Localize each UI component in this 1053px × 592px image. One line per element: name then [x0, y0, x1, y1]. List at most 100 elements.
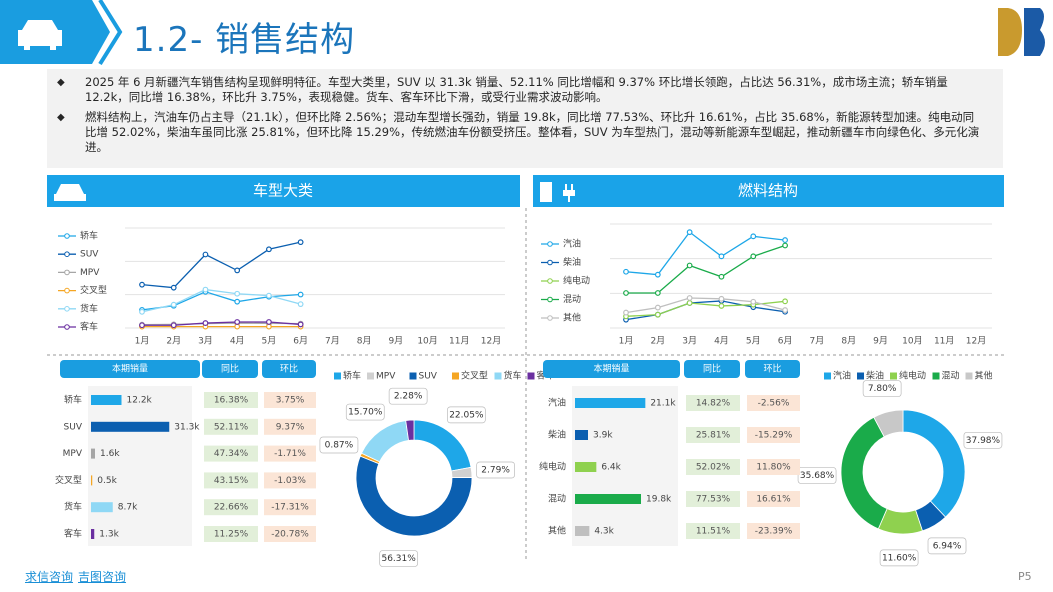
bar — [91, 421, 170, 432]
cell-text: -23.39% — [755, 527, 793, 537]
legend-swatch — [334, 372, 341, 380]
column-header-text: 环比 — [763, 363, 781, 375]
cell-text: 47.34% — [214, 449, 249, 459]
legend-swatch — [547, 241, 553, 247]
legend-label: 轿车 — [80, 230, 98, 242]
x-tick-label: 10月 — [417, 336, 437, 347]
footer-link[interactable]: 吉图咨询 — [78, 570, 127, 584]
donut-slice — [840, 416, 888, 530]
series-line — [626, 244, 786, 294]
label-box — [879, 549, 919, 567]
column-header — [262, 360, 316, 378]
legend-label: 混动 — [563, 294, 581, 305]
point — [297, 321, 304, 328]
label-box — [476, 461, 515, 479]
category-label: 其他 — [548, 525, 566, 537]
value-label: 19.8k — [646, 495, 672, 505]
legend-swatch — [64, 306, 70, 312]
value-label: 12.2k — [127, 396, 153, 406]
cell-text: 16.38% — [214, 396, 249, 406]
point — [654, 304, 661, 311]
slice-label: 56.31% — [381, 554, 416, 564]
point — [782, 307, 788, 313]
slice-label: 22.05% — [449, 410, 484, 420]
legend-label: 货车 — [504, 370, 522, 382]
column-header — [684, 360, 740, 378]
cell-text: 11.51% — [696, 527, 731, 537]
category-label: 纯电动 — [539, 461, 566, 473]
cell — [204, 392, 258, 408]
cell — [686, 459, 740, 475]
x-tick-label: 10月 — [902, 336, 922, 347]
legend-swatch — [64, 233, 70, 239]
slice-label: 2.28% — [394, 392, 423, 402]
category-label: 客车 — [64, 528, 82, 540]
panel-header — [47, 175, 520, 207]
series-line — [141, 288, 301, 313]
point — [654, 311, 661, 318]
car-icon — [18, 20, 62, 50]
value-label: 31.3k — [174, 422, 200, 432]
slice-label: 2.79% — [481, 466, 510, 476]
donut-slice — [361, 420, 410, 463]
legend-label: 轿车 — [343, 370, 361, 382]
legend-label: 纯电动 — [563, 275, 590, 287]
x-tick-label: 8月 — [841, 336, 856, 347]
bar — [575, 430, 588, 440]
panel-title: 燃料结构 — [738, 182, 798, 200]
x-tick-label: 3月 — [198, 336, 213, 347]
cell-text: -20.78% — [271, 530, 309, 540]
point — [170, 284, 177, 291]
x-tick-label: 11月 — [449, 336, 469, 347]
value-label: 6.4k — [601, 463, 621, 473]
legend-swatch — [547, 296, 553, 303]
legend-swatch — [64, 287, 70, 294]
point — [654, 271, 661, 278]
column-header — [543, 360, 680, 378]
legend-label: 交叉型 — [80, 284, 107, 296]
footer-link[interactable]: 求信咨询 — [25, 570, 74, 584]
slice-label: 11.60% — [882, 553, 917, 563]
cell — [747, 427, 800, 443]
page-title: 1.2- 销售结构 — [133, 20, 356, 60]
cell-text: 3.75% — [276, 396, 305, 406]
point — [266, 319, 272, 325]
x-tick-label: 7月 — [810, 336, 825, 347]
column-header-text: 环比 — [280, 363, 298, 375]
point — [782, 237, 788, 243]
point — [623, 268, 629, 275]
legend-swatch — [890, 372, 897, 380]
cell-text: -1.71% — [274, 449, 306, 459]
point — [718, 303, 725, 309]
category-label: MPV — [63, 449, 83, 459]
panel-title: 车型大类 — [253, 182, 313, 200]
cell — [264, 418, 316, 435]
donut-slice — [902, 409, 966, 518]
bar-bg — [88, 386, 192, 546]
legend-swatch — [824, 372, 831, 380]
point — [170, 322, 177, 329]
cell — [747, 395, 800, 411]
bar — [91, 529, 95, 539]
cell — [264, 445, 316, 462]
label-box — [862, 380, 902, 397]
summary-box: 2025 年 6 月新疆汽车销售结构呈现鲜明特征。车型大类里，SUV 以 31.… — [47, 69, 1003, 168]
bar — [91, 475, 93, 486]
x-tick-label: 5月 — [262, 336, 277, 347]
point — [718, 295, 725, 302]
cell — [204, 445, 258, 462]
point — [782, 298, 788, 305]
slice-label: 0.87% — [325, 441, 354, 451]
slice-label: 15.70% — [348, 408, 383, 418]
value-label: 21.1k — [650, 399, 676, 409]
category-label: SUV — [64, 422, 83, 432]
legend-label: 柴油 — [563, 256, 581, 268]
legend-label: 其他 — [975, 370, 993, 382]
cell — [264, 392, 316, 408]
series-line — [141, 241, 301, 289]
point — [750, 253, 757, 260]
x-tick-label: 7月 — [325, 336, 340, 347]
legend-swatch — [527, 372, 535, 380]
cell — [686, 427, 740, 443]
point — [750, 298, 757, 305]
